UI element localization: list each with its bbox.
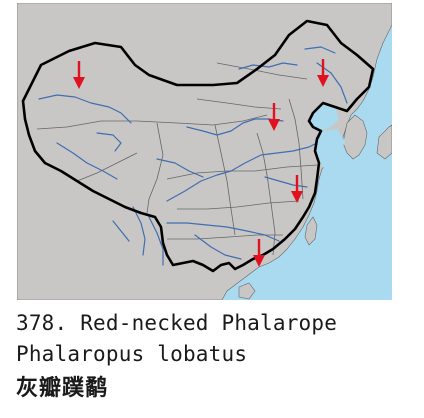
marker-heilongjiang-arrow-icon [317,59,329,87]
species-scientific-name: Phalaropus lobatus [16,342,248,366]
distribution-map [17,3,392,300]
china-map [17,3,392,300]
taiwan [304,216,318,246]
species-chinese-name: 灰瓣蹼鹬 [16,376,109,401]
species-number: 378. [16,311,68,335]
yellow-sea [315,129,345,169]
common-name: Red-necked Phalarope [80,311,338,335]
china-national-border [21,19,375,273]
japan [376,124,392,160]
marker-jiangsu-shanghai-arrow-icon [291,175,303,203]
hainan [238,282,256,300]
marker-guangdong-arrow-icon [253,239,265,267]
marker-xinjiang-arrow-icon [73,61,85,89]
marker-beijing-tianjin-arrow-icon [268,103,280,131]
distribution-markers [73,59,329,267]
species-common-name: 378. Red-necked Phalarope [16,310,337,336]
rivers [38,46,348,266]
